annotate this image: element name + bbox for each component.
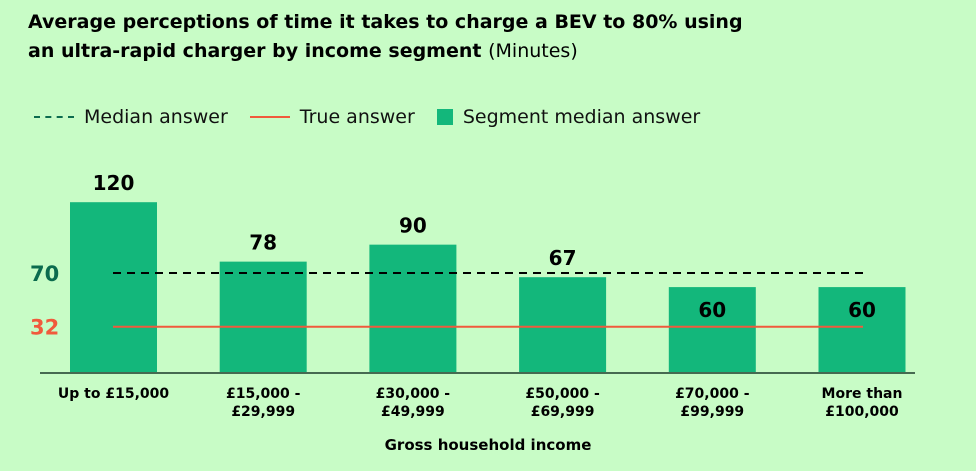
- bar: [519, 277, 607, 372]
- title-unit: (Minutes): [488, 40, 578, 62]
- legend-item-segment: Segment median answer: [436, 106, 701, 128]
- x-tick-label: £29,999: [231, 404, 295, 420]
- median-value-label: 70: [30, 262, 59, 286]
- legend-label: Median answer: [84, 106, 228, 128]
- chart-title: Average perceptions of time it takes to …: [28, 8, 743, 66]
- bar: [219, 261, 307, 372]
- bar: [70, 202, 157, 372]
- data-label: 67: [549, 246, 577, 270]
- data-label: 60: [698, 298, 726, 322]
- x-tick-label: £15,000 -: [226, 386, 301, 402]
- legend-label: Segment median answer: [462, 106, 701, 128]
- bar: [818, 287, 906, 372]
- data-label: 120: [93, 171, 135, 195]
- bar: [668, 287, 756, 372]
- x-tick-label: £100,000: [825, 404, 899, 420]
- bar-swatch: [436, 109, 453, 125]
- title-line-2: an ultra-rapid charger by income segment: [28, 40, 482, 62]
- legend: Median answer True answer Segment median…: [34, 106, 722, 128]
- dashed-line-swatch: [34, 116, 74, 118]
- legend-item-true: True answer: [249, 106, 415, 128]
- x-tick-label: £50,000 -: [525, 386, 600, 402]
- solid-line-swatch: [249, 116, 290, 118]
- x-tick-label: Up to £15,000: [58, 386, 169, 402]
- legend-item-median: Median answer: [34, 106, 228, 128]
- true-value-label: 32: [30, 316, 59, 340]
- x-tick-label: £30,000 -: [376, 386, 451, 402]
- x-tick-label: £49,999: [381, 404, 445, 420]
- title-line-1: Average perceptions of time it takes to …: [28, 11, 743, 33]
- x-tick-label: More than: [822, 386, 903, 402]
- data-label: 60: [848, 298, 876, 322]
- x-axis-title: Gross household income: [384, 436, 592, 454]
- x-tick-label: £99,999: [680, 404, 744, 420]
- x-tick-label: £70,000 -: [675, 386, 750, 402]
- legend-label: True answer: [299, 106, 415, 128]
- bar: [369, 244, 457, 372]
- data-label: 78: [249, 231, 277, 255]
- x-tick-label: £69,999: [531, 404, 595, 420]
- data-label: 90: [399, 214, 427, 238]
